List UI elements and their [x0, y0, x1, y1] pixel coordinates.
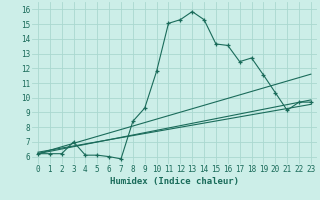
X-axis label: Humidex (Indice chaleur): Humidex (Indice chaleur): [110, 177, 239, 186]
